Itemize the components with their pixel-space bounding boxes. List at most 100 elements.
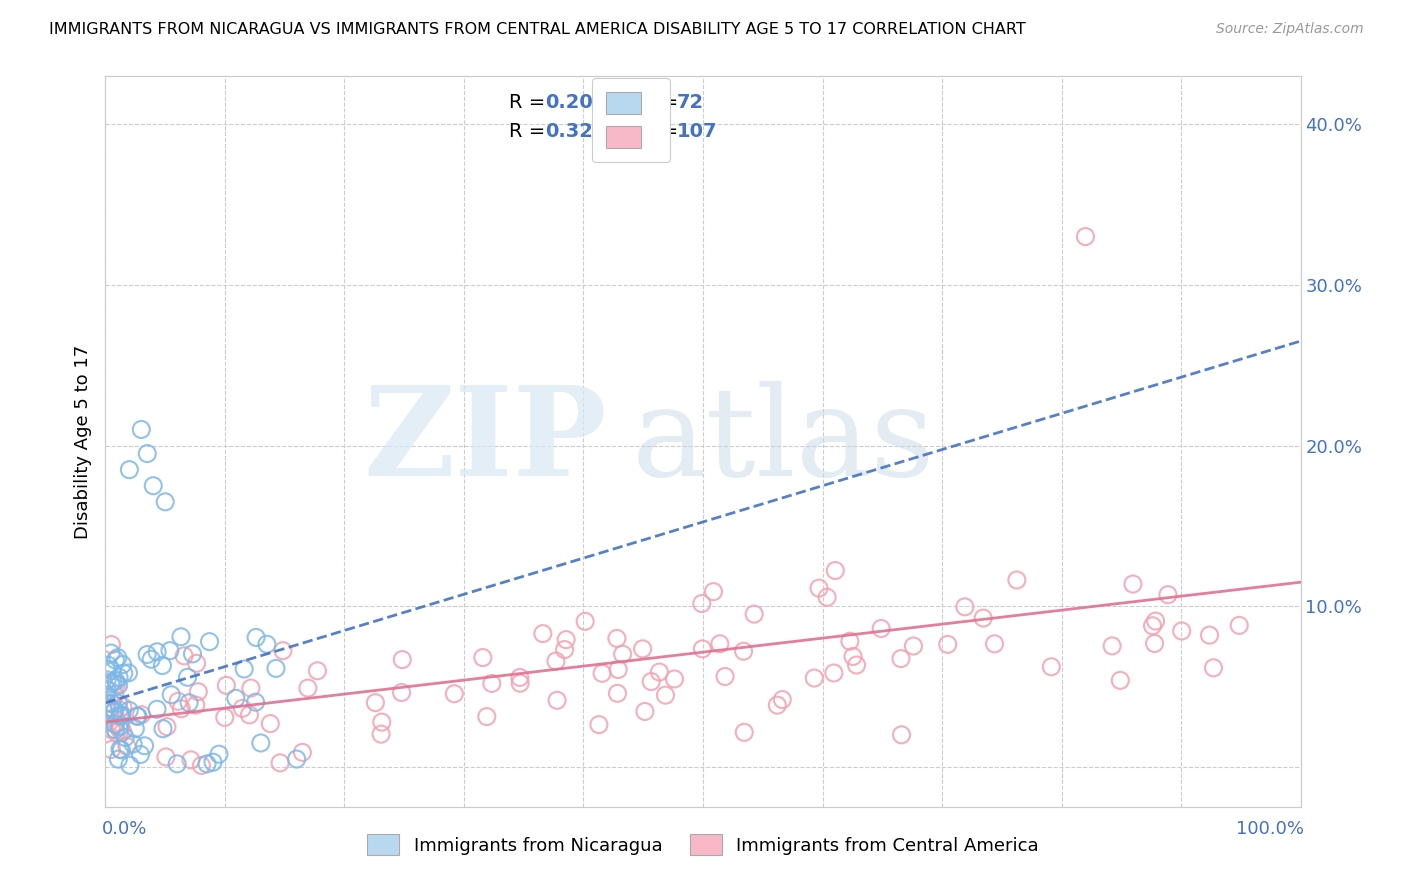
Point	[733, 725, 755, 739]
Point	[134, 739, 156, 753]
Point	[118, 703, 141, 717]
Point	[215, 678, 238, 692]
Point	[107, 678, 129, 692]
Point	[118, 758, 141, 772]
Point	[96, 683, 118, 698]
Point	[153, 495, 177, 509]
Point	[108, 720, 131, 734]
Point	[97, 658, 120, 673]
Point	[108, 723, 131, 738]
Point	[202, 756, 225, 770]
Point	[648, 665, 671, 679]
Point	[291, 745, 314, 759]
Point	[111, 657, 134, 672]
Point	[160, 688, 183, 702]
Point	[443, 687, 465, 701]
Point	[1157, 588, 1180, 602]
Point	[269, 756, 291, 770]
Point	[111, 699, 134, 714]
Point	[100, 697, 122, 711]
Point	[104, 723, 127, 737]
Point	[129, 747, 152, 762]
Text: R =: R =	[509, 93, 553, 112]
Point	[1101, 639, 1123, 653]
Text: Source: ZipAtlas.com: Source: ZipAtlas.com	[1216, 22, 1364, 37]
Point	[555, 632, 578, 647]
Point	[1170, 624, 1192, 638]
Point	[118, 463, 141, 477]
Point	[1198, 628, 1220, 642]
Point	[842, 649, 865, 664]
Text: 72: 72	[676, 93, 704, 112]
Point	[103, 716, 125, 731]
Point	[156, 720, 179, 734]
Point	[245, 631, 267, 645]
Point	[972, 611, 994, 625]
Point	[108, 670, 131, 684]
Point	[1122, 577, 1144, 591]
Point	[245, 695, 267, 709]
Text: 0.203: 0.203	[546, 93, 606, 112]
Point	[307, 664, 329, 678]
Text: IMMIGRANTS FROM NICARAGUA VS IMMIGRANTS FROM CENTRAL AMERICA DISABILITY AGE 5 TO: IMMIGRANTS FROM NICARAGUA VS IMMIGRANTS …	[49, 22, 1026, 37]
Point	[936, 637, 959, 651]
Point	[702, 584, 724, 599]
Point	[391, 652, 413, 666]
Point	[1144, 614, 1167, 628]
Point	[364, 696, 387, 710]
Point	[152, 722, 174, 736]
Point	[129, 422, 153, 436]
Point	[111, 725, 134, 739]
Point	[187, 685, 209, 699]
Point	[509, 676, 531, 690]
Point	[186, 657, 208, 671]
Point	[107, 696, 129, 710]
Point	[238, 707, 260, 722]
Point	[105, 677, 128, 691]
Point	[845, 658, 868, 673]
Point	[146, 702, 169, 716]
Point	[692, 641, 714, 656]
Point	[890, 651, 912, 665]
Point	[953, 599, 976, 614]
Text: N =: N =	[641, 93, 685, 112]
Point	[823, 665, 845, 680]
Text: 107: 107	[676, 122, 717, 141]
Point	[391, 685, 413, 699]
Point	[100, 677, 122, 691]
Point	[152, 658, 174, 673]
Point	[103, 705, 125, 719]
Point	[107, 752, 129, 766]
Point	[100, 700, 122, 714]
Point	[554, 642, 576, 657]
Point	[475, 709, 498, 723]
Point	[471, 650, 494, 665]
Point	[481, 676, 503, 690]
Point	[239, 681, 262, 695]
Point	[709, 637, 731, 651]
Point	[176, 670, 198, 684]
Point	[546, 693, 568, 707]
Point	[96, 688, 118, 702]
Point	[110, 707, 132, 722]
Point	[127, 709, 149, 723]
Point	[124, 722, 146, 736]
Point	[1202, 661, 1225, 675]
Point	[170, 630, 193, 644]
Point	[112, 666, 135, 681]
Point	[208, 747, 231, 762]
Point	[115, 739, 138, 754]
Point	[612, 647, 634, 661]
Point	[104, 653, 127, 667]
Point	[271, 643, 294, 657]
Point	[1040, 660, 1063, 674]
Text: N =: N =	[641, 122, 685, 141]
Point	[231, 701, 253, 715]
Point	[870, 622, 893, 636]
Point	[256, 637, 278, 651]
Point	[104, 704, 127, 718]
Point	[588, 717, 610, 731]
Point	[104, 717, 127, 731]
Point	[101, 675, 124, 690]
Point	[173, 648, 195, 663]
